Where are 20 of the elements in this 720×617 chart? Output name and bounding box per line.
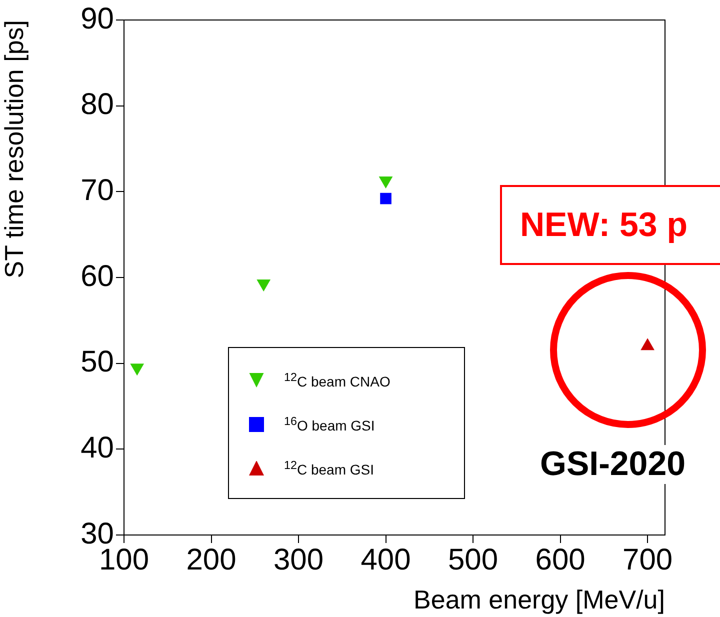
y-tick-label: 80	[80, 88, 114, 122]
x-tick-label: 700	[622, 543, 673, 576]
legend-label: $^{12}$C beam GSI	[284, 458, 374, 478]
y-tick-label: 60	[80, 260, 114, 293]
annotation: GSI-2020	[540, 445, 686, 484]
y-tick-label: 70	[80, 174, 114, 207]
x-axis-title: Beam energy [MeV/u]	[414, 584, 665, 615]
x-tick-label: 400	[360, 543, 411, 576]
x-tick-label: 600	[535, 543, 586, 576]
y-tick-label: 40	[80, 431, 114, 464]
x-tick-label: 300	[273, 543, 324, 576]
y-tick-label: 90	[80, 2, 114, 36]
legend-label: $^{16}$O beam GSI	[284, 414, 375, 434]
y-tick-label: 50	[80, 346, 114, 379]
x-tick-label: 100	[98, 543, 150, 576]
annotation: NEW: 53 p	[500, 185, 720, 265]
y-axis-title: ST time resolution [ps]	[0, 20, 29, 278]
x-tick-label: 500	[448, 543, 498, 576]
x-tick-label: 200	[186, 543, 236, 576]
legend-label: $^{12}$C beam CNAO	[284, 370, 390, 390]
